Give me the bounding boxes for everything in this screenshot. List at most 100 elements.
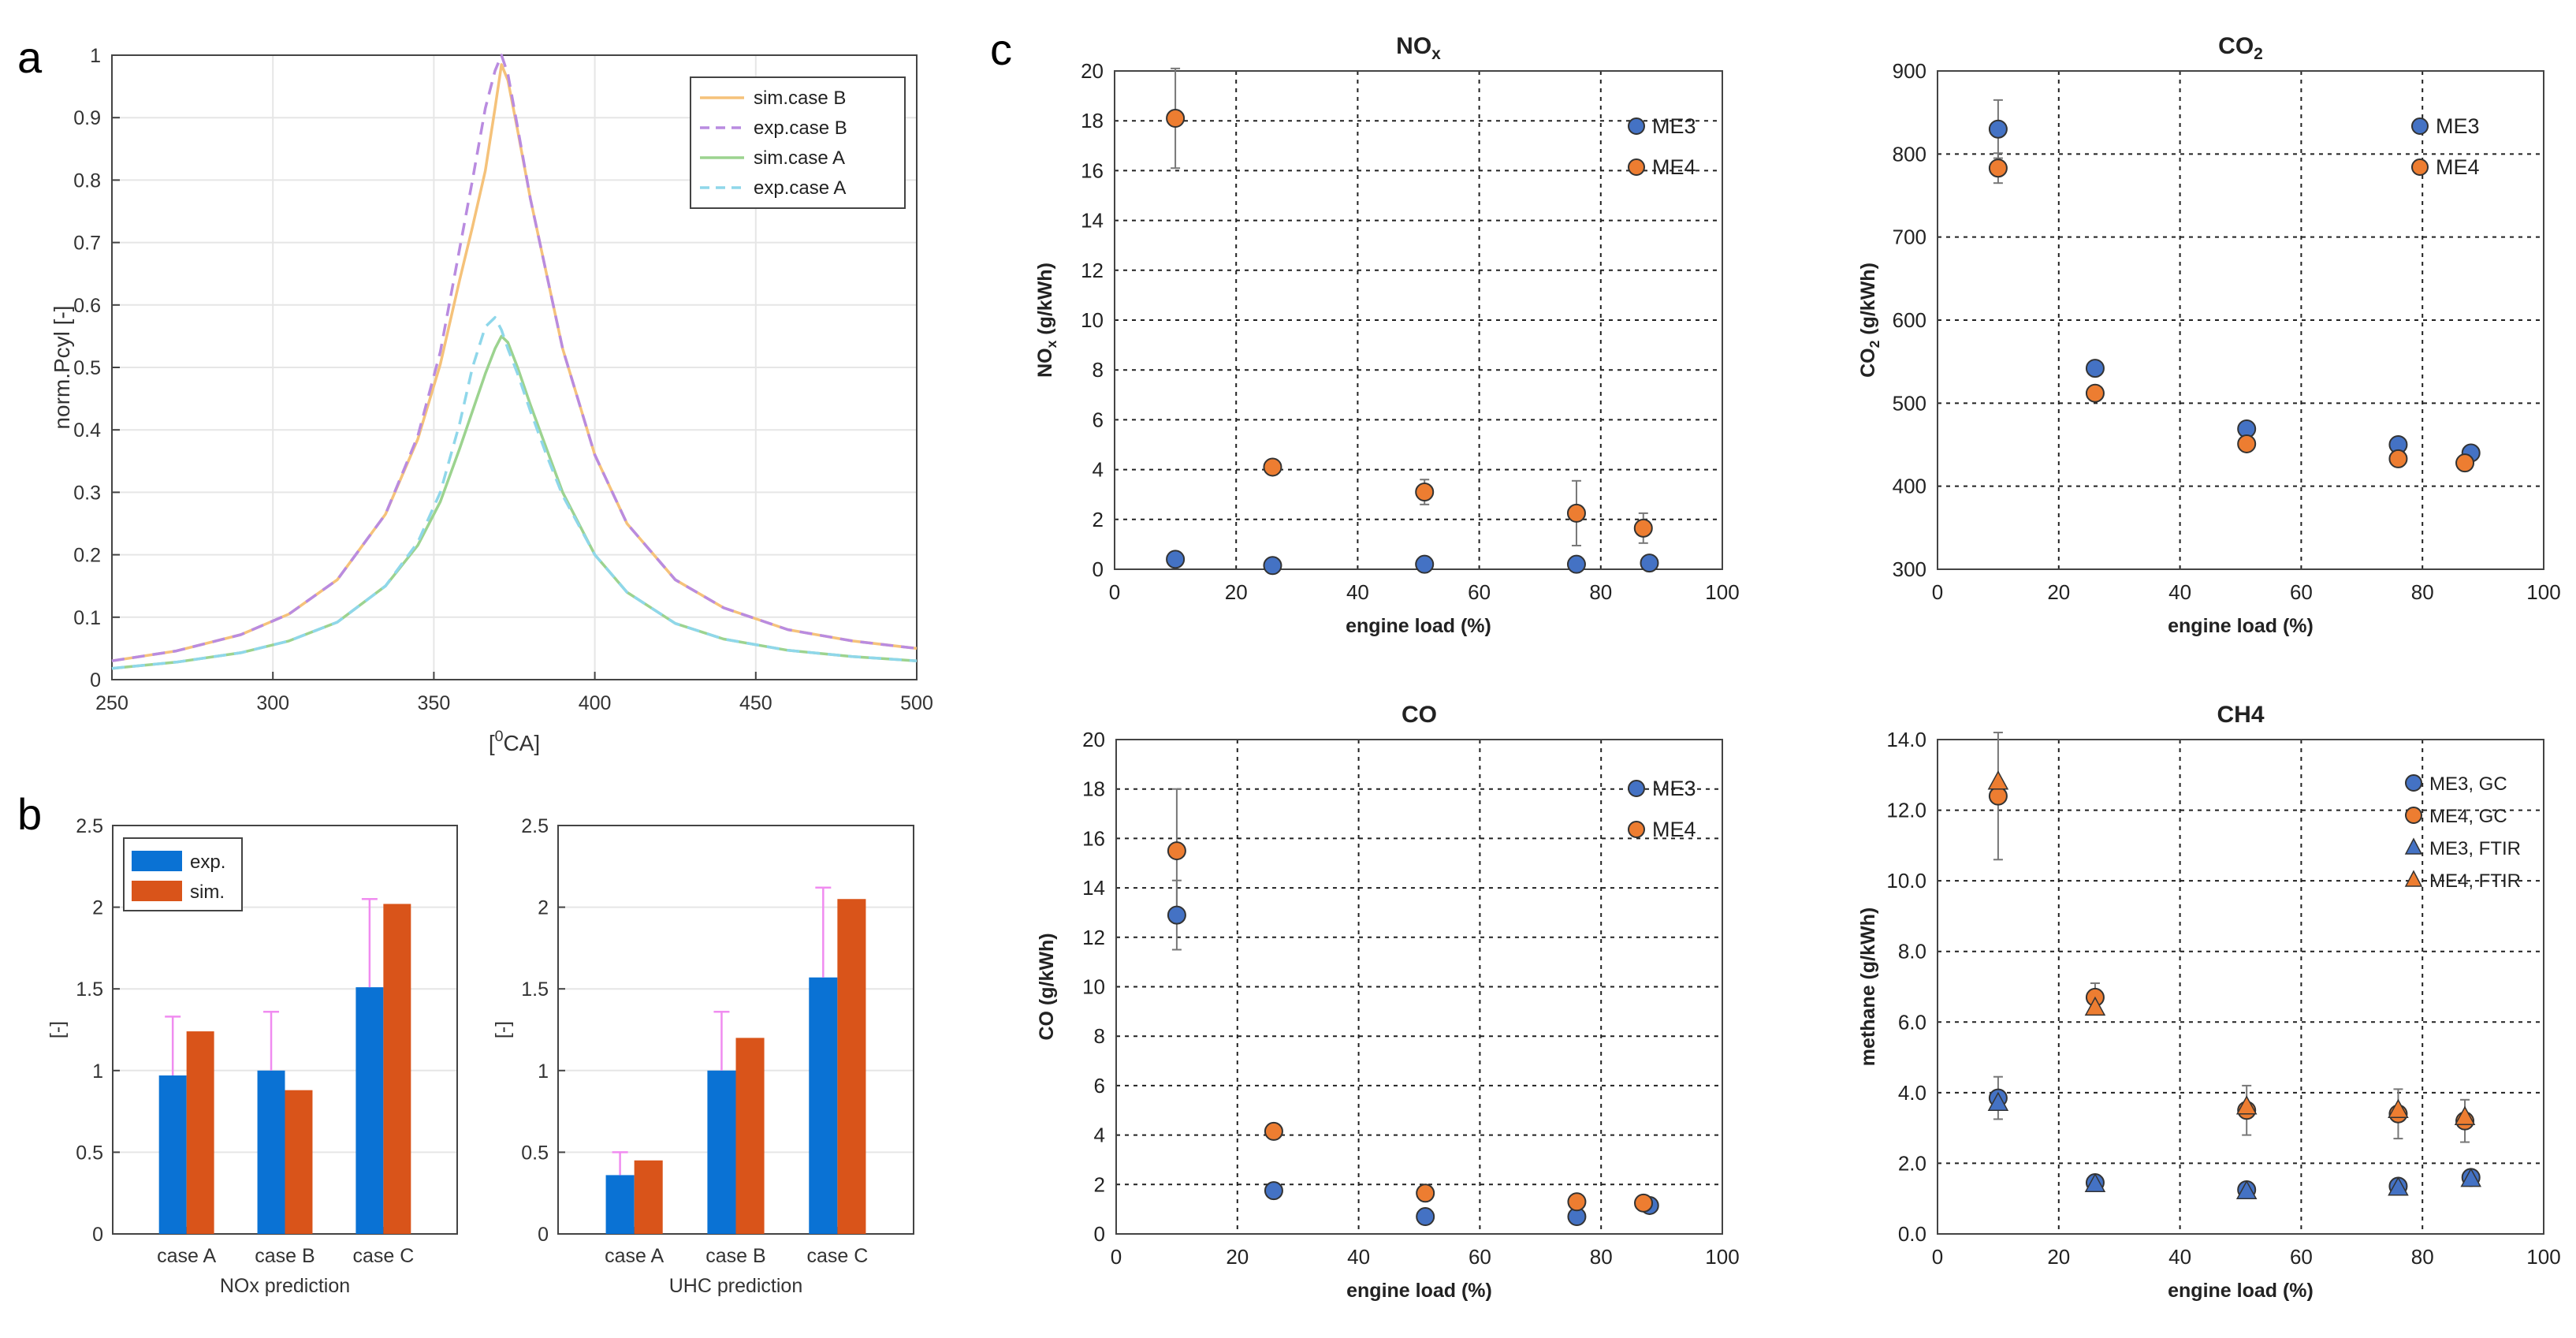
marker-me4 — [1634, 1193, 1654, 1213]
legend-label: ME4, FTIR — [2429, 870, 2521, 892]
y-tick-label: 6.0 — [1898, 1010, 1926, 1034]
chart-title: CH4 — [2217, 702, 2264, 728]
bar-sim — [383, 904, 411, 1234]
legend-label: ME4 — [1652, 155, 1696, 179]
legend-marker — [2404, 870, 2423, 887]
legend-label: sim. — [190, 881, 225, 903]
y-tick-label: 16 — [1081, 158, 1104, 182]
marker-me4 — [2237, 434, 2257, 453]
y-tick-label: 18 — [1081, 109, 1104, 132]
marker-me3 — [1416, 1207, 1435, 1227]
y-tick-label: 4 — [1093, 458, 1104, 482]
marker-me4 — [1416, 1183, 1435, 1203]
y-tick-label: 2 — [92, 897, 103, 919]
marker-me4-gc — [1988, 786, 2008, 806]
bar-exp — [605, 1175, 635, 1234]
y-tick-label: 1.5 — [76, 978, 103, 1001]
y-tick-label: 4 — [1094, 1124, 1105, 1147]
y-tick-label: 2 — [1094, 1172, 1105, 1196]
y-tick-label: 0.5 — [73, 357, 101, 379]
marker-me4 — [1567, 1192, 1587, 1212]
y-tick-label: 20 — [1081, 59, 1104, 83]
marker-me4-ftir — [2454, 1105, 2476, 1125]
y-tick-label: 14 — [1082, 876, 1105, 900]
legend-marker — [2411, 117, 2429, 135]
x-tick-label: 0 — [1932, 1245, 1943, 1269]
series-line-sim-case-a — [111, 334, 918, 670]
x-tick-label: 100 — [2526, 580, 2560, 604]
y-axis-label: [-] — [492, 1021, 514, 1038]
marker-me3 — [1415, 554, 1435, 574]
marker-me3 — [1263, 556, 1282, 576]
y-tick-label: 0.5 — [76, 1142, 103, 1164]
ch4-scatter-chart: 0 20 40 60 80 100 0.0 2.0 4.0 6.0 8.0 10.0 12.0 14.0 C… — [1857, 702, 2561, 1302]
x-tick-label: 60 — [2290, 1245, 2313, 1269]
x-tick-label: 300 — [256, 692, 289, 714]
bar-sim — [735, 1038, 765, 1234]
y-tick-label: 12 — [1081, 259, 1104, 282]
y-tick-label: 20 — [1082, 728, 1105, 751]
marker-me3 — [1640, 553, 1659, 573]
x-tick-label: 80 — [1589, 580, 1612, 604]
y-axis-label: norm.Pcyl [-] — [50, 305, 74, 429]
marker-me3 — [2085, 359, 2105, 378]
series-line-exp-case-b — [111, 54, 918, 662]
bar-sim — [285, 1090, 313, 1234]
x-axis-label: NOx prediction — [220, 1275, 350, 1297]
marker-me4-ftir — [1987, 770, 2009, 790]
x-tick-label: 40 — [1347, 1245, 1370, 1269]
marker-me3-ftir — [2084, 1172, 2106, 1193]
y-tick-label: 12 — [1082, 926, 1105, 949]
panel-label-c: c — [990, 24, 1012, 74]
y-tick-label: 6 — [1094, 1074, 1105, 1098]
y-tick-label: 0.4 — [73, 419, 101, 442]
y-tick-label: 900 — [1893, 59, 1926, 83]
legend-swatch — [132, 851, 182, 871]
chart-title: CO — [1402, 702, 1437, 728]
series-line-exp-case-a — [111, 315, 918, 670]
y-tick-label: 1 — [538, 1060, 549, 1083]
legend-swatch — [132, 881, 182, 901]
co2-scatter-chart: 0 20 40 60 80 100 300 400 500 600 700 800 900 CO2 engi… — [1857, 33, 2561, 637]
category-label: case A — [157, 1245, 216, 1267]
x-axis-label: engine load (%) — [1346, 1280, 1492, 1302]
legend-marker — [2411, 158, 2429, 176]
chart-title: NOx — [1396, 33, 1441, 63]
marker-me3 — [1566, 554, 1586, 574]
marker-me4-ftir — [2388, 1098, 2409, 1118]
y-tick-label: 1.5 — [521, 978, 549, 1001]
x-tick-label: 40 — [2168, 1245, 2191, 1269]
y-tick-label: 0.3 — [73, 482, 101, 504]
marker-me4 — [2388, 449, 2408, 468]
y-tick-label: 8 — [1094, 1024, 1105, 1048]
y-tick-label: 500 — [1893, 391, 1926, 415]
y-tick-label: 18 — [1082, 777, 1105, 801]
marker-me3 — [1167, 905, 1186, 925]
y-tick-label: 0 — [92, 1224, 103, 1246]
x-tick-label: 60 — [1469, 1245, 1491, 1269]
bar-exp — [707, 1070, 736, 1234]
x-tick-label: 40 — [1346, 580, 1369, 604]
marker-me4 — [2455, 453, 2475, 473]
y-tick-label: 0 — [1093, 557, 1104, 581]
legend-label: exp. — [190, 852, 225, 873]
x-tick-label: 100 — [1705, 1245, 1739, 1269]
legend-marker — [1628, 780, 1645, 797]
y-tick-label: 12.0 — [1886, 799, 1926, 822]
x-tick-label: 100 — [2526, 1245, 2560, 1269]
plot-frame — [1937, 739, 2544, 1235]
y-tick-label: 2 — [538, 897, 549, 919]
y-tick-label: 300 — [1893, 557, 1926, 581]
marker-me4 — [1263, 457, 1282, 477]
x-tick-label: 450 — [739, 692, 772, 714]
panel-label-b: b — [17, 789, 42, 839]
y-tick-label: 2.5 — [76, 815, 103, 837]
x-tick-label: 250 — [95, 692, 128, 714]
legend-marker — [1628, 158, 1645, 176]
x-axis-label: [0CA] — [489, 728, 540, 755]
y-tick-label: 16 — [1082, 826, 1105, 850]
legend-label: ME4 — [2436, 155, 2480, 179]
legend-label: ME3, FTIR — [2429, 838, 2521, 859]
plot-frame — [111, 54, 918, 680]
